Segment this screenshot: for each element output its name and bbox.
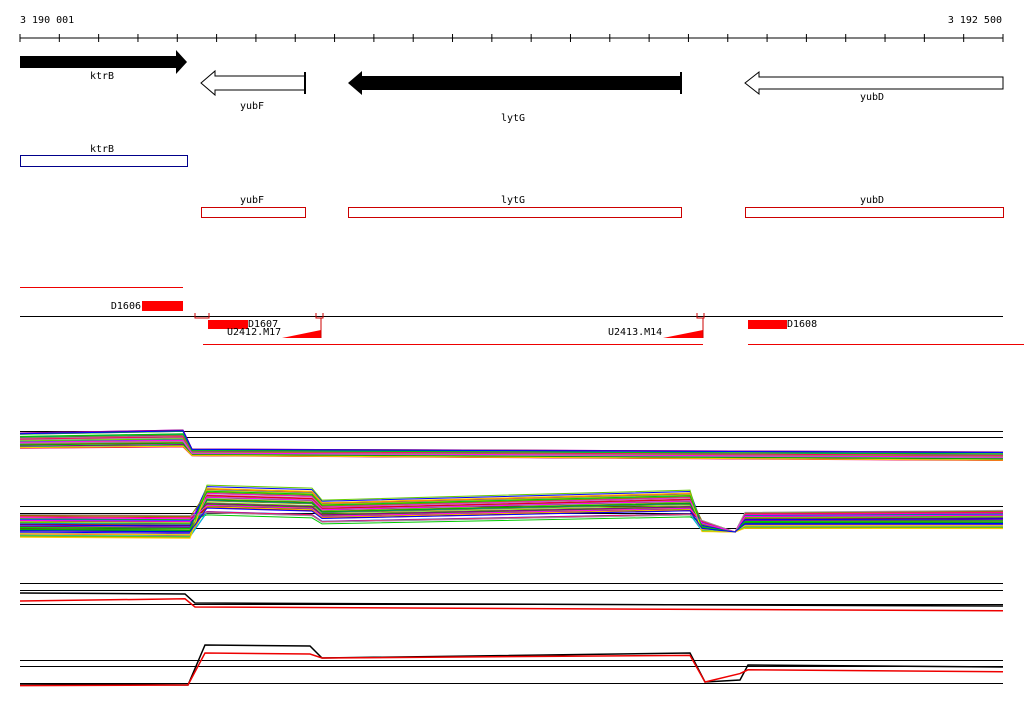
feature-block: [142, 301, 183, 311]
expression-line: [19, 433, 1004, 455]
gene-label: yubF: [240, 101, 264, 112]
gene-label: yubD: [860, 92, 884, 103]
gene-arrow: [348, 71, 681, 95]
transcript-box: [348, 207, 682, 218]
gene-arrow: [20, 50, 187, 74]
feature-label: D1606: [111, 301, 141, 312]
expression-line: [19, 439, 1004, 458]
feature-block: [208, 320, 248, 329]
transcript-label: yubF: [240, 195, 264, 206]
expression-tracks: [19, 429, 1004, 687]
transcript-box: [745, 207, 1004, 218]
expression-line: [19, 504, 1004, 533]
expression-line: [19, 440, 1004, 459]
feature-label: D1608: [787, 319, 817, 330]
feature-label: U2412.M17: [227, 327, 281, 338]
transcript-label: yubD: [860, 195, 884, 206]
expression-line: [19, 430, 1004, 453]
expression-line: [19, 438, 1004, 457]
expression-line: [19, 507, 1004, 533]
transcript-label: ktrB: [90, 144, 114, 155]
feature-triangle: [282, 330, 321, 338]
expression-line: [19, 445, 1004, 461]
gene-label: lytG: [501, 113, 525, 124]
gene-label: ktrB: [90, 71, 114, 82]
summary-line: [19, 598, 1004, 612]
transcript-label: lytG: [501, 195, 525, 206]
expression-line: [19, 490, 1004, 533]
expression-line: [19, 436, 1004, 456]
feature-label: U2413.M14: [608, 327, 662, 338]
ruler-ticks: [19, 34, 1004, 42]
expression-line: [19, 442, 1004, 460]
summary-line: [19, 592, 1004, 607]
feature-triangle: [663, 330, 703, 338]
feature-block: [748, 320, 787, 329]
gene-arrow: [200, 69, 306, 97]
ruler-end: 3 192 500: [948, 15, 1002, 26]
bracket: [194, 313, 705, 319]
transcript-box: [20, 155, 188, 167]
transcript-box: [201, 207, 306, 218]
feature-label: D1607: [248, 319, 278, 330]
ruler-start: 3 190 001: [20, 15, 74, 26]
gene-arrow: [744, 70, 1004, 96]
summary-line: [19, 652, 1004, 687]
